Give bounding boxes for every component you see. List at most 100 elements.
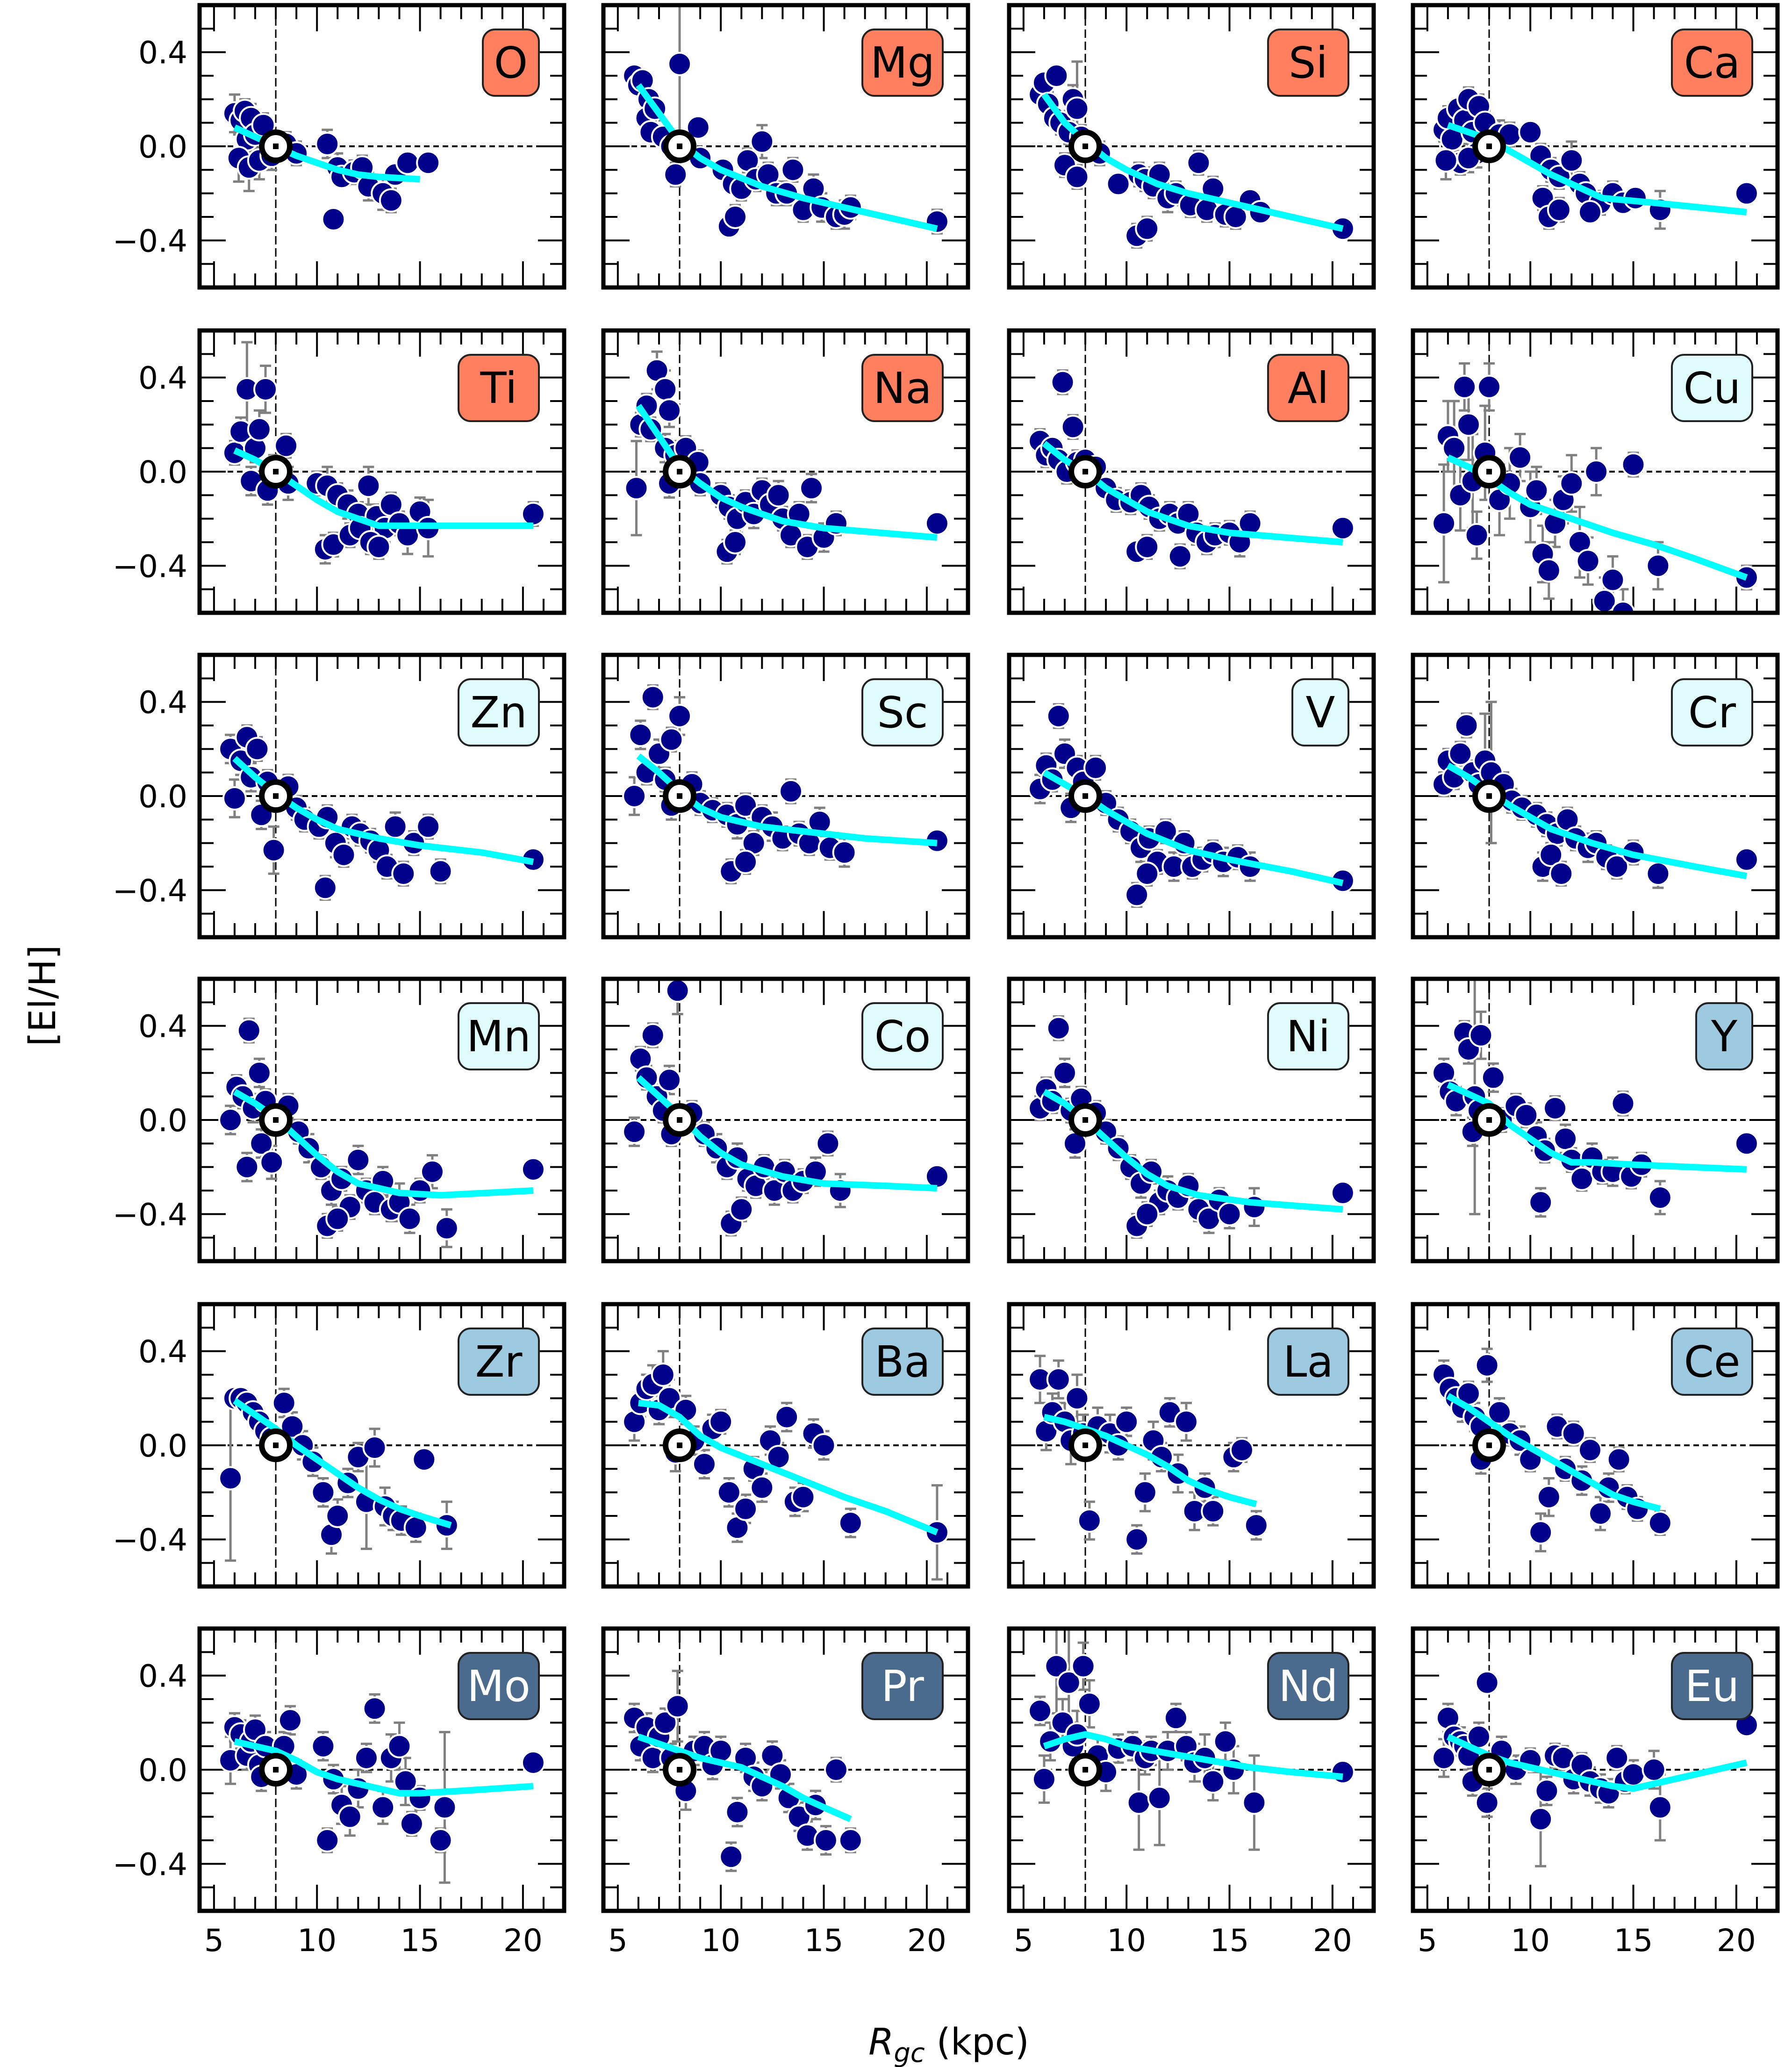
data-point xyxy=(311,1480,336,1505)
panel-frame xyxy=(1411,3,1780,290)
data-point xyxy=(1432,1745,1456,1770)
data-point xyxy=(1213,1729,1238,1754)
sun-marker-dot xyxy=(273,1767,279,1773)
element-label: Ti xyxy=(480,363,517,413)
data-point xyxy=(1528,1520,1553,1545)
data-point xyxy=(245,737,270,761)
x-axis-title: Rgc (kpc) xyxy=(868,2021,1029,2067)
element-label-box xyxy=(482,29,540,97)
element-label: Na xyxy=(873,363,932,413)
data-point xyxy=(1588,1501,1613,1526)
panel-sc: Sc xyxy=(601,653,970,940)
data-point xyxy=(1065,165,1090,189)
y-tick-label: 0.0 xyxy=(138,1752,187,1788)
sun-marker-dot xyxy=(1486,793,1492,799)
trend-line xyxy=(636,1075,938,1191)
plot-area xyxy=(603,979,968,1261)
data-point xyxy=(1539,842,1563,867)
data-point xyxy=(709,1409,733,1434)
data-point xyxy=(1065,1386,1090,1411)
data-point xyxy=(1611,1091,1635,1116)
data-point xyxy=(1514,1103,1539,1127)
data-point xyxy=(356,474,381,498)
panel-eu: Eu 5 10 15 20 xyxy=(1411,1626,1780,1959)
data-point xyxy=(331,842,356,867)
y-tick-label: −0.4 xyxy=(113,873,187,909)
data-point xyxy=(665,1694,690,1719)
panel-nd: Nd 5 10 15 20 xyxy=(1007,1626,1376,1959)
data-point xyxy=(653,1710,678,1735)
sun-marker-dot xyxy=(677,1767,683,1773)
data-point xyxy=(657,398,682,423)
element-label-box xyxy=(458,678,540,746)
y-tick-label: 0.0 xyxy=(138,1103,187,1139)
element-label: Zr xyxy=(475,1337,523,1387)
panel-frame xyxy=(197,3,566,290)
data-point xyxy=(1330,1181,1355,1206)
element-label-box xyxy=(1671,354,1753,422)
trend-line xyxy=(636,753,938,847)
data-point xyxy=(1056,1670,1081,1695)
element-label-box xyxy=(1671,678,1753,746)
trend-line xyxy=(636,83,938,232)
plot-area xyxy=(1009,655,1374,937)
data-point xyxy=(261,838,286,862)
x-tick-label: 20 xyxy=(907,1923,946,1959)
data-point xyxy=(622,784,647,808)
y-tick-label: −0.4 xyxy=(113,223,187,259)
sun-marker-dot xyxy=(1082,793,1089,799)
x-tick-label: 20 xyxy=(1313,1923,1352,1959)
data-point xyxy=(1448,741,1473,766)
data-point xyxy=(1071,1654,1096,1679)
element-label: La xyxy=(1283,1337,1333,1387)
data-point xyxy=(1487,1400,1512,1425)
data-point xyxy=(925,511,949,536)
data-point xyxy=(1648,1511,1672,1536)
element-label: Ba xyxy=(874,1337,931,1387)
sun-marker-dot xyxy=(1082,1443,1089,1448)
plot-area xyxy=(200,1304,564,1586)
data-point xyxy=(1553,1127,1578,1151)
panel-pr: Pr 5 10 15 20 xyxy=(601,1626,970,1959)
x-tick-label: 10 xyxy=(1107,1923,1146,1959)
data-point xyxy=(719,1845,744,1869)
trend-line xyxy=(232,1398,452,1529)
data-point xyxy=(1135,535,1160,560)
panel-frame xyxy=(197,1302,566,1589)
plot-area xyxy=(200,979,564,1261)
data-point xyxy=(1330,516,1355,540)
data-point xyxy=(1077,1692,1102,1716)
sun-marker-dot xyxy=(677,469,683,474)
data-point xyxy=(1330,1760,1355,1785)
data-point xyxy=(311,1734,336,1758)
element-label-box xyxy=(458,1002,540,1070)
data-point xyxy=(779,779,803,804)
panel-frame xyxy=(1411,1626,1780,1913)
data-point xyxy=(729,1197,754,1222)
plot-area xyxy=(603,330,968,613)
data-point xyxy=(1621,452,1646,477)
data-point xyxy=(1528,1190,1553,1215)
panel-frame xyxy=(1007,3,1376,290)
data-point xyxy=(640,685,665,710)
data-point xyxy=(665,979,690,1003)
data-point xyxy=(1475,1670,1499,1695)
data-point xyxy=(218,1108,243,1132)
data-point xyxy=(750,129,774,154)
data-point xyxy=(816,1131,840,1156)
element-label: O xyxy=(494,38,528,88)
element-label: Co xyxy=(874,1012,931,1062)
data-point xyxy=(1561,1421,1586,1446)
y-tick-label: 0.4 xyxy=(138,1658,187,1694)
element-label: Pr xyxy=(881,1661,924,1711)
data-point xyxy=(1065,96,1090,121)
data-point xyxy=(1432,511,1456,536)
data-point xyxy=(622,1120,647,1144)
plot-area xyxy=(1413,979,1778,1261)
plot-area xyxy=(1009,1629,1374,1911)
trend-line xyxy=(1043,1731,1343,1780)
element-label-box xyxy=(1267,1652,1349,1720)
data-point xyxy=(653,377,678,402)
element-label-box xyxy=(1671,1328,1753,1396)
